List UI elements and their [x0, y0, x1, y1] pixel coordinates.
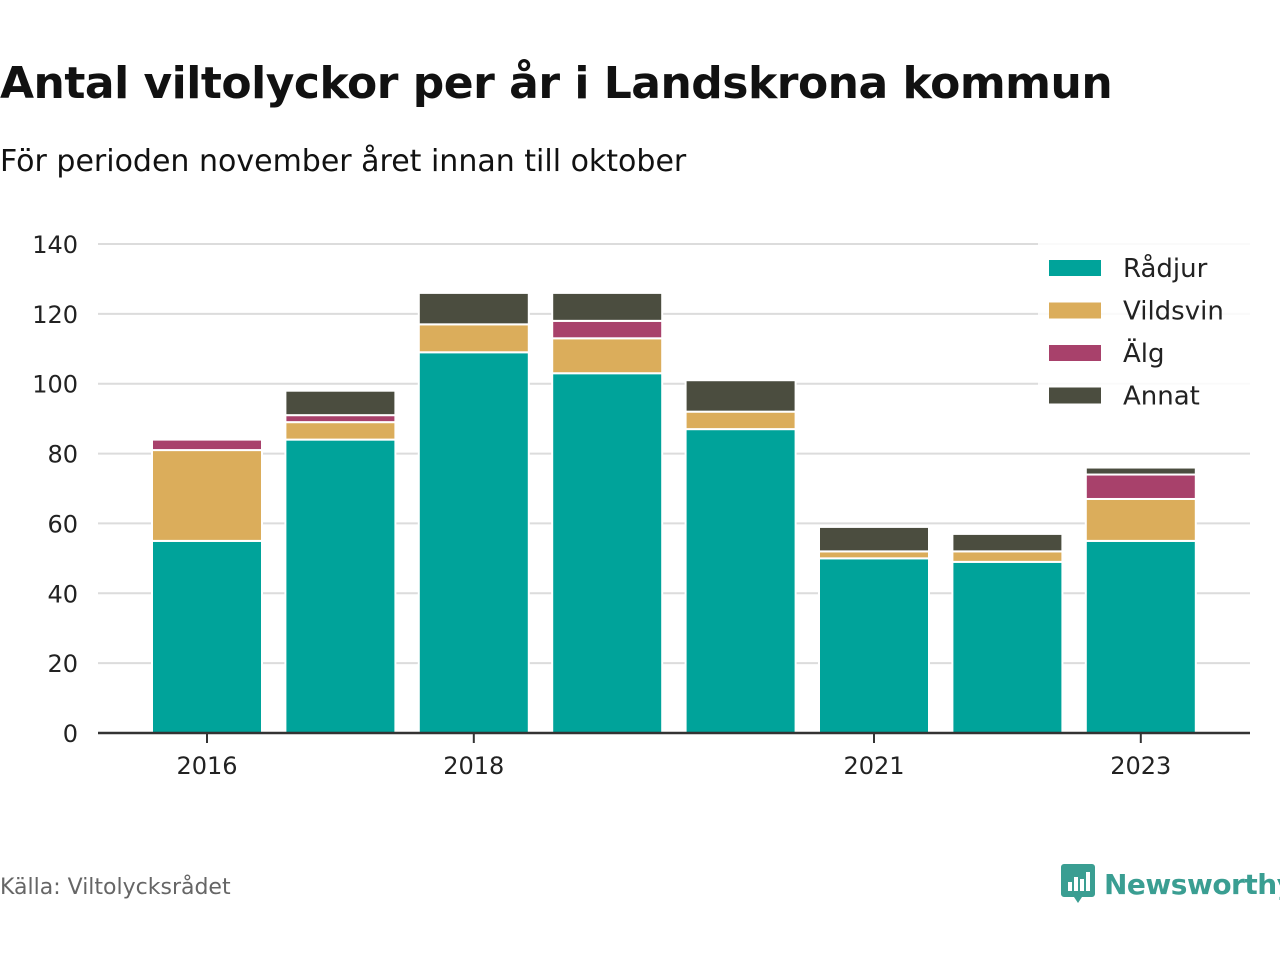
- chart-subtitle: För perioden november året innan till ok…: [0, 144, 687, 179]
- bar-segment-2016-älg: [151, 438, 263, 452]
- legend-swatch-vildsvin: [1049, 302, 1101, 319]
- bar-segment-2022-annat: [951, 532, 1064, 553]
- x-tick-label: 2023: [1110, 752, 1171, 780]
- x-tick-label: 2018: [443, 752, 504, 780]
- bar-segment-2018-vildsvin: [417, 323, 530, 354]
- bar-segment-2019-vildsvin: [551, 337, 664, 375]
- bar-segment-2023-rådjur: [1084, 539, 1197, 735]
- source-note: Källa: Viltolycksrådet: [0, 875, 231, 900]
- y-tick-label: 100: [32, 371, 78, 399]
- bar-segment-2021-vildsvin: [818, 550, 930, 560]
- x-axis-ticks: 2016 2018 2021 2023: [176, 733, 1171, 780]
- bar-segment-2016-rådjur: [151, 539, 263, 735]
- bar-segment-2023-vildsvin: [1084, 497, 1197, 542]
- x-tick-label: 2016: [176, 752, 237, 780]
- y-tick-label: 40: [47, 580, 78, 608]
- bar-segment-2023-älg: [1084, 473, 1197, 500]
- bar-segment-2022-rådjur: [951, 560, 1064, 734]
- bar-segment-2023-annat: [1084, 466, 1197, 476]
- y-tick-label: 120: [32, 301, 78, 329]
- bar-segment-2020-vildsvin: [684, 410, 797, 431]
- legend: Rådjur Vildsvin Älg Annat: [1038, 243, 1256, 413]
- legend-swatch-annat: [1049, 387, 1101, 404]
- bar-segment-2019-annat: [551, 291, 664, 322]
- brand-logo: Newsworthy: [1060, 862, 1280, 906]
- y-tick-label: 60: [47, 510, 78, 538]
- y-tick-label: 80: [47, 441, 78, 469]
- bar-segment-2018-rådjur: [417, 351, 530, 734]
- bar-segment-2022-vildsvin: [951, 550, 1064, 563]
- bar-segment-2021-annat: [818, 525, 930, 553]
- legend-label: Annat: [1123, 382, 1200, 412]
- bars: [151, 291, 1197, 735]
- newsworthy-logo-icon: [1061, 864, 1095, 903]
- legend-label: Älg: [1123, 337, 1165, 369]
- y-tick-label: 20: [47, 650, 78, 678]
- bar-segment-2016-vildsvin: [151, 449, 263, 542]
- bar-segment-2018-annat: [417, 291, 530, 326]
- legend-swatch-älg: [1049, 345, 1101, 361]
- bar-segment-2017-vildsvin: [284, 421, 397, 441]
- bar-segment-2019-rådjur: [551, 372, 664, 734]
- bar-segment-2017-annat: [284, 389, 397, 417]
- y-tick-label: 140: [32, 231, 78, 259]
- bar-segment-2021-rådjur: [818, 557, 930, 734]
- x-tick-label: 2021: [843, 752, 904, 780]
- bar-segment-2020-rådjur: [684, 428, 797, 734]
- legend-swatch-rådjur: [1049, 260, 1101, 276]
- y-tick-label: 0: [63, 720, 78, 748]
- chart-title: Antal viltolyckor per år i Landskrona ko…: [0, 58, 1113, 109]
- bar-segment-2020-annat: [684, 379, 797, 413]
- bar-segment-2017-rådjur: [284, 438, 397, 734]
- brand-name: Newsworthy: [1104, 867, 1280, 901]
- legend-label: Vildsvin: [1123, 297, 1224, 327]
- bar-segment-2019-älg: [551, 319, 664, 340]
- y-axis-ticks: 0 20 40 60 80 100 120 140: [32, 231, 78, 748]
- bar-segment-2017-älg: [284, 414, 397, 424]
- legend-label: Rådjur: [1123, 253, 1208, 284]
